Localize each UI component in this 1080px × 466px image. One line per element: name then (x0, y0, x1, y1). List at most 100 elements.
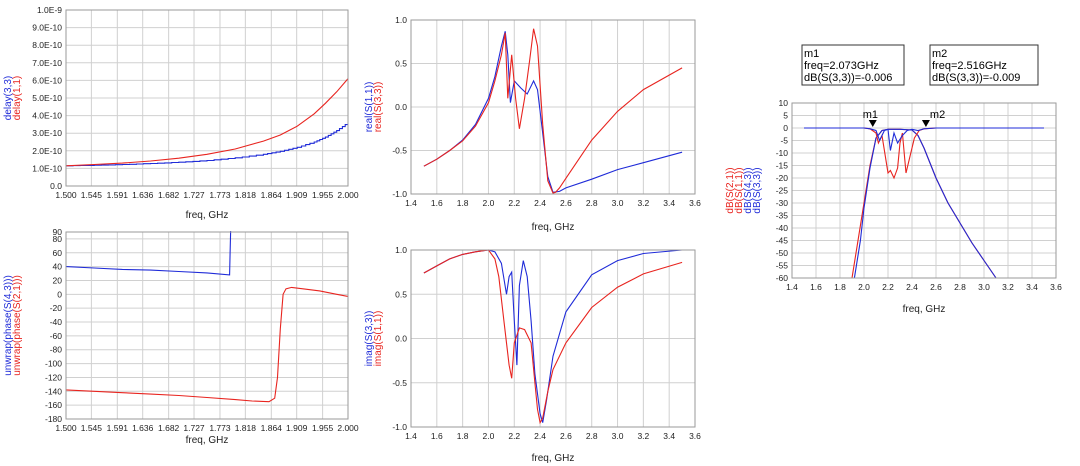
y-tick-label: 0.0 (395, 102, 407, 112)
marker-readout-value-text: dB(S(3,3))=-0.009 (932, 72, 1020, 84)
y-tick-label: 3.0E-10 (32, 128, 62, 138)
x-tick-label: 3.2 (637, 431, 649, 441)
series-line-db-s-4-3- (853, 128, 997, 279)
x-tick-label: 1.727 (183, 423, 205, 433)
x-tick-label: 3.4 (663, 431, 675, 441)
x-axis-label: freq, GHz (532, 453, 575, 464)
series-line-real-s-3-3- (423, 28, 683, 194)
x-axis-label: freq, GHz (903, 304, 946, 315)
y-tick-label: 5 (783, 111, 788, 121)
chart-delay: 1.500 1.545 1.591 1.636 1.682 1.727 1.773 1.818… (3, 5, 359, 221)
x-tick-label: 1.909 (286, 190, 308, 200)
y-tick-label: 8.0E-10 (32, 40, 62, 50)
x-tick-label: 3.6 (689, 431, 701, 441)
y-tick-label: 20 (53, 275, 63, 285)
x-tick-label: 2.6 (560, 198, 572, 208)
y-axis-label: imag(S(1,1)) (373, 311, 384, 367)
x-axis-label: freq, GHz (532, 222, 575, 233)
x-tick-label: 1.591 (107, 190, 129, 200)
x-tick-label: 1.4 (786, 282, 798, 292)
x-tick-label: 2.2 (508, 431, 520, 441)
x-tick-label: 1.636 (132, 190, 154, 200)
x-tick-label: 2.6 (560, 431, 572, 441)
series-line-unwrap-phase-s-4-3- (66, 231, 232, 276)
x-tick-label: 3.0 (978, 282, 990, 292)
chart-real: 1.4 1.6 1.8 2.0 2.2 2.4 2.6 2.8 3.0 3.2 3.4 3.6 -1.0… (364, 15, 701, 233)
y-tick-label: 0 (57, 289, 62, 299)
x-tick-label: 1.955 (312, 423, 334, 433)
x-tick-label: 2.0 (483, 431, 495, 441)
y-tick-label: -180 (45, 414, 62, 424)
y-tick-label: 6.0E-10 (32, 75, 62, 85)
x-tick-label: 1.8 (457, 198, 469, 208)
x-tick-label: 1.818 (235, 190, 257, 200)
y-tick-label: -140 (45, 386, 62, 396)
marker-triangle (921, 120, 930, 128)
x-tick-label: 1.591 (107, 423, 129, 433)
chart-imag: 1.4 1.6 1.8 2.0 2.2 2.4 2.6 2.8 3.0 3.2 3.4 3.6 -1.0… (364, 245, 701, 464)
marker-label: m1 (863, 109, 878, 121)
y-tick-label: -40 (776, 223, 789, 233)
y-tick-label: 5.0E-10 (32, 93, 62, 103)
y-tick-label: -60 (776, 273, 789, 283)
x-tick-label: 1.6 (431, 431, 443, 441)
y-tick-label: -55 (776, 261, 789, 271)
marker-readout-box (929, 44, 1039, 86)
x-tick-label: 3.4 (663, 198, 675, 208)
x-tick-label: 1.500 (55, 423, 77, 433)
x-tick-label: 2.000 (337, 423, 359, 433)
plot-frame (410, 249, 696, 428)
y-tick-label: -20 (50, 303, 63, 313)
y-tick-label: -5 (780, 136, 788, 146)
plot-frame (410, 19, 696, 195)
y-tick-label: -0.5 (392, 146, 407, 156)
marker-readout-name: m1 (804, 48, 819, 60)
y-tick-label: -100 (45, 359, 62, 369)
series-line-delay-1-1- (66, 78, 348, 167)
y-tick-label: -0.5 (392, 378, 407, 388)
x-tick-label: 1.545 (81, 190, 103, 200)
x-tick-label: 2.4 (534, 198, 546, 208)
y-tick-label: 9.0E-10 (32, 23, 62, 33)
series-line-db-s-3-3- (804, 127, 1044, 151)
x-tick-label: 3.6 (689, 198, 701, 208)
y-axis-label: dB(S(3,3)) (752, 167, 763, 213)
plot-frame (791, 102, 1057, 279)
y-tick-label: 80 (53, 234, 63, 244)
series-line-delay-3-3- (66, 122, 348, 167)
x-tick-label: 2.8 (586, 198, 598, 208)
y-tick-label: 0 (783, 123, 788, 133)
x-tick-label: 2.2 (508, 198, 520, 208)
y-tick-label: 4.0E-10 (32, 111, 62, 121)
x-tick-label: 1.864 (261, 423, 283, 433)
x-tick-label: 3.6 (1050, 282, 1062, 292)
x-axis-label: freq, GHz (186, 210, 229, 221)
y-tick-label: 60 (53, 248, 63, 258)
x-tick-label: 2.4 (534, 431, 546, 441)
plot-frame (65, 9, 349, 187)
y-axis-label: imag(S(3,3)) (364, 311, 375, 367)
y-tick-label: -10 (776, 148, 789, 158)
x-tick-label: 1.682 (158, 423, 180, 433)
y-tick-label: -30 (776, 198, 789, 208)
y-tick-label: 1.0E-10 (32, 163, 62, 173)
x-tick-label: 3.4 (1026, 282, 1038, 292)
x-tick-label: 3.2 (637, 198, 649, 208)
y-tick-label: 1.0 (395, 245, 407, 255)
y-tick-label: 0.5 (395, 289, 407, 299)
marker-readout-name: m2 (932, 48, 947, 60)
x-tick-label: 1.4 (405, 198, 417, 208)
x-tick-label: 1.500 (55, 190, 77, 200)
x-tick-label: 2.0 (858, 282, 870, 292)
y-tick-label: -80 (50, 345, 63, 355)
marker-label: m2 (930, 109, 945, 121)
y-axis-label: delay(1,1) (12, 76, 23, 120)
x-tick-label: 1.8 (834, 282, 846, 292)
y-tick-label: -60 (50, 331, 63, 341)
y-tick-label: 0.5 (395, 59, 407, 69)
x-tick-label: 1.545 (81, 423, 103, 433)
marker-readout-freq-text: freq=2.516GHz (932, 60, 1007, 72)
y-tick-label: 0.0 (50, 181, 62, 191)
chart-phase: 1.500 1.545 1.591 1.636 1.682 1.727 1.773 1.818… (3, 227, 359, 446)
plot-area (66, 232, 348, 419)
